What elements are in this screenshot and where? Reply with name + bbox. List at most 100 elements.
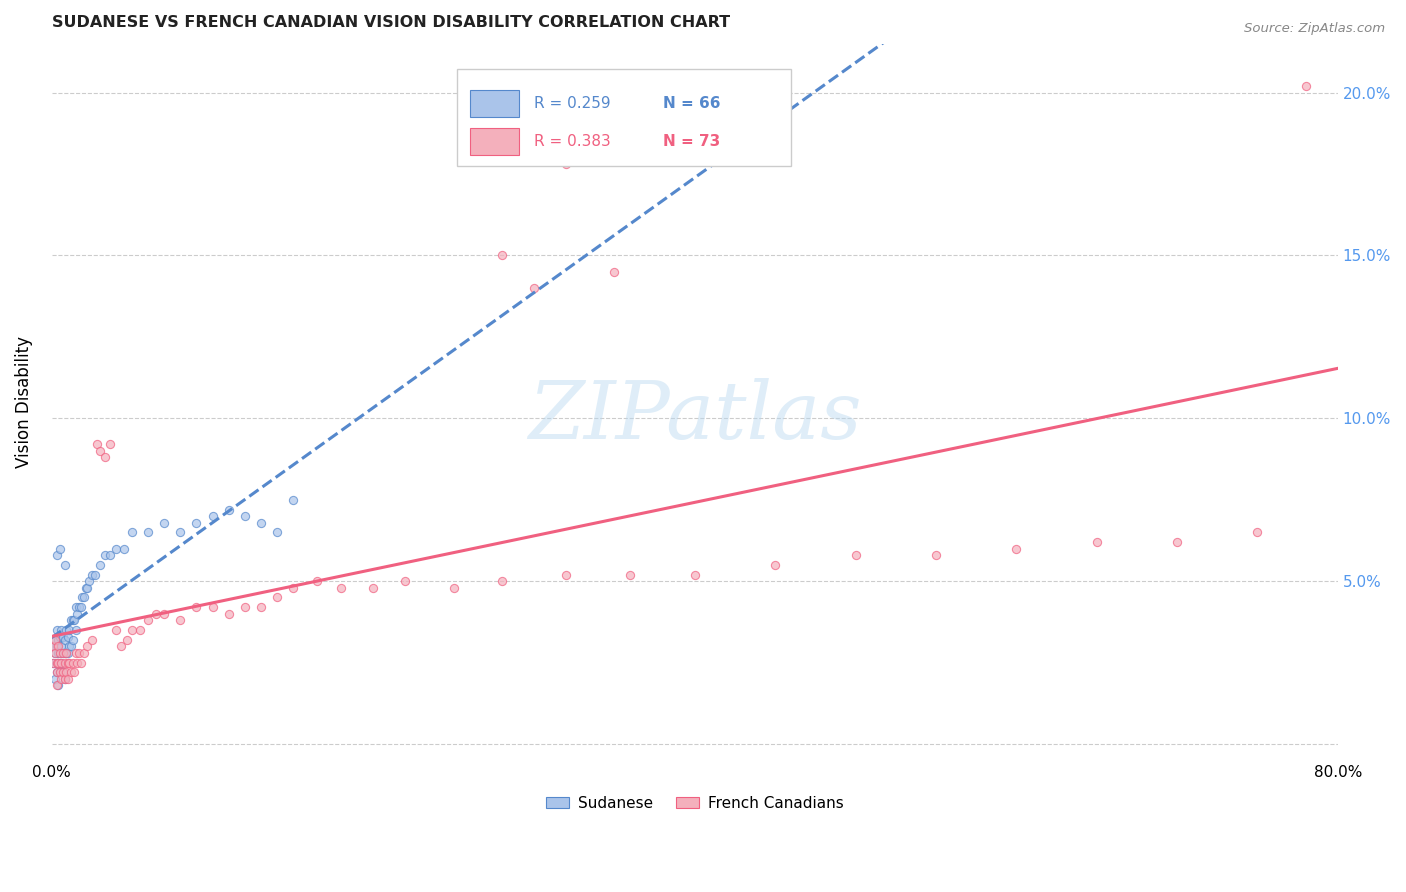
- Point: [45, 665, 67, 680]
- Point: [186, 600, 208, 615]
- Point: [1085, 535, 1108, 549]
- Point: [45, 548, 67, 562]
- Point: [51, 656, 73, 670]
- Point: [844, 548, 866, 562]
- Point: [523, 281, 546, 295]
- Point: [53, 672, 76, 686]
- Point: [136, 613, 159, 627]
- Point: [58, 656, 80, 670]
- Point: [77, 574, 100, 589]
- Point: [218, 607, 240, 621]
- Text: ZIPatlas: ZIPatlas: [529, 377, 862, 455]
- Point: [105, 541, 128, 556]
- Point: [42, 640, 65, 654]
- Y-axis label: Vision Disability: Vision Disability: [15, 336, 32, 468]
- Point: [45, 640, 67, 654]
- Point: [58, 640, 80, 654]
- Point: [145, 607, 167, 621]
- Point: [443, 581, 465, 595]
- Point: [72, 591, 94, 605]
- Point: [1246, 525, 1268, 540]
- Point: [266, 525, 288, 540]
- Point: [281, 581, 304, 595]
- Point: [49, 541, 72, 556]
- Point: [60, 640, 83, 654]
- Point: [63, 613, 86, 627]
- Point: [52, 665, 75, 680]
- Point: [67, 600, 90, 615]
- Point: [51, 672, 73, 686]
- Text: N = 66: N = 66: [662, 95, 720, 111]
- Point: [763, 558, 786, 572]
- Point: [129, 623, 152, 637]
- Point: [89, 558, 111, 572]
- Point: [98, 548, 121, 562]
- FancyBboxPatch shape: [470, 128, 519, 154]
- Text: SUDANESE VS FRENCH CANADIAN VISION DISABILITY CORRELATION CHART: SUDANESE VS FRENCH CANADIAN VISION DISAB…: [52, 15, 730, 30]
- Point: [56, 646, 79, 660]
- Point: [56, 630, 79, 644]
- Point: [65, 623, 87, 637]
- Point: [249, 516, 271, 530]
- Point: [218, 502, 240, 516]
- Point: [45, 656, 67, 670]
- Point: [44, 672, 66, 686]
- Point: [361, 581, 384, 595]
- Point: [394, 574, 416, 589]
- Point: [55, 623, 77, 637]
- FancyBboxPatch shape: [470, 89, 519, 117]
- Legend: Sudanese, French Canadians: Sudanese, French Canadians: [540, 790, 849, 817]
- Text: N = 73: N = 73: [662, 134, 720, 149]
- Point: [56, 656, 79, 670]
- Point: [49, 665, 72, 680]
- Point: [491, 574, 513, 589]
- Point: [67, 646, 90, 660]
- Point: [62, 613, 84, 627]
- Point: [153, 516, 176, 530]
- Point: [66, 607, 89, 621]
- Point: [45, 623, 67, 637]
- Point: [45, 678, 67, 692]
- Point: [121, 623, 143, 637]
- Point: [46, 646, 69, 660]
- Point: [281, 492, 304, 507]
- Point: [80, 632, 103, 647]
- Point: [44, 646, 66, 660]
- Point: [330, 581, 353, 595]
- Point: [69, 600, 91, 615]
- Point: [51, 656, 73, 670]
- Point: [84, 567, 107, 582]
- Point: [925, 548, 948, 562]
- Point: [51, 640, 73, 654]
- Point: [98, 437, 121, 451]
- Point: [112, 541, 135, 556]
- Point: [62, 656, 84, 670]
- Point: [53, 632, 76, 647]
- Point: [60, 613, 83, 627]
- Point: [69, 656, 91, 670]
- Point: [49, 646, 72, 660]
- Point: [136, 525, 159, 540]
- Point: [94, 548, 117, 562]
- Point: [80, 567, 103, 582]
- Point: [55, 665, 77, 680]
- Point: [42, 656, 65, 670]
- Point: [153, 607, 176, 621]
- Point: [44, 632, 66, 647]
- Point: [56, 672, 79, 686]
- Point: [55, 646, 77, 660]
- Text: Source: ZipAtlas.com: Source: ZipAtlas.com: [1244, 22, 1385, 36]
- Point: [1166, 535, 1188, 549]
- Point: [201, 509, 224, 524]
- Point: [66, 656, 89, 670]
- Point: [555, 157, 578, 171]
- Point: [53, 656, 76, 670]
- FancyBboxPatch shape: [457, 69, 792, 166]
- Point: [266, 591, 288, 605]
- Point: [94, 450, 117, 465]
- Point: [105, 623, 128, 637]
- Point: [1295, 78, 1317, 93]
- Point: [53, 646, 76, 660]
- Point: [55, 646, 77, 660]
- Point: [45, 656, 67, 670]
